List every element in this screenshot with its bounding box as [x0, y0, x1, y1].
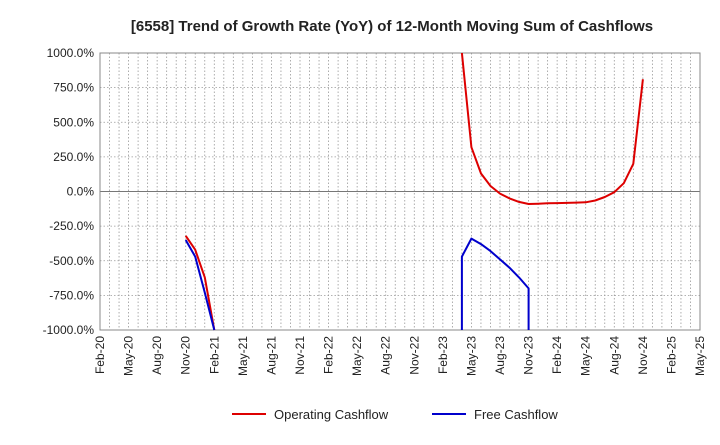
y-tick-label: -250.0%: [49, 219, 94, 233]
series-line-free-cashflow: [184, 239, 216, 331]
chart-title: [6558] Trend of Growth Rate (YoY) of 12-…: [131, 18, 653, 35]
y-tick-label: 0.0%: [67, 185, 95, 199]
y-tick-label: 250.0%: [53, 150, 94, 164]
x-tick-label: Feb-24: [550, 336, 564, 374]
series-line-operating-cashflow: [460, 52, 644, 205]
x-tick-label: Feb-21: [207, 336, 221, 374]
legend: Operating Cashflow Free Cashflow: [232, 407, 558, 422]
legend-label: Free Cashflow: [474, 407, 558, 422]
x-tick-label: Nov-23: [522, 336, 536, 375]
grid: [99, 52, 701, 331]
x-tick-label: May-22: [350, 336, 364, 376]
x-tick-label: Nov-24: [636, 336, 650, 375]
series-line-free-cashflow: [460, 237, 530, 330]
x-tick-label: Feb-22: [322, 336, 336, 374]
x-tick-label: May-25: [693, 336, 707, 376]
x-tick-label: Aug-23: [493, 336, 507, 375]
x-tick-label: Nov-22: [407, 336, 421, 375]
x-tick-label: Aug-21: [264, 336, 278, 375]
series: [184, 52, 644, 331]
x-tick-label: Aug-22: [379, 336, 393, 375]
x-tick-label: Nov-20: [179, 336, 193, 375]
x-tick-label: May-24: [579, 336, 593, 376]
axes: 1000.0% 750.0% 500.0% 250.0% 0.0% -250.0% -500…: [43, 46, 707, 376]
x-tick-label: Aug-24: [607, 336, 621, 375]
y-tick-label: -1000.0%: [43, 323, 95, 337]
x-tick-label: May-21: [236, 336, 250, 376]
x-tick-label: May-20: [122, 336, 136, 376]
plot-frame: [99, 52, 701, 331]
x-tick-label: Nov-21: [293, 336, 307, 375]
y-tick-label: -750.0%: [49, 288, 94, 302]
y-tick-label: 1000.0%: [47, 46, 95, 60]
series-line-operating-cashflow: [184, 235, 216, 331]
x-tick-label: Aug-20: [150, 336, 164, 375]
y-tick-label: -500.0%: [49, 254, 94, 268]
y-tick-label: 750.0%: [53, 81, 94, 95]
x-tick-label: Feb-23: [436, 336, 450, 374]
y-tick-label: 500.0%: [53, 115, 94, 129]
x-tick-label: Feb-20: [93, 336, 107, 374]
x-tick-label: Feb-25: [664, 336, 678, 374]
x-tick-label: May-23: [464, 336, 478, 376]
legend-label: Operating Cashflow: [274, 407, 389, 422]
